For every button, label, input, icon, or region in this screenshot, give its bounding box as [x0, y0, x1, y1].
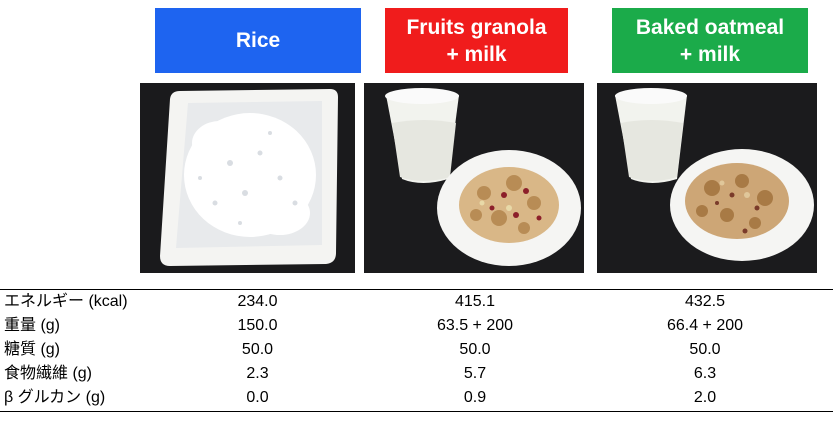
- granola-label-line2: + milk: [446, 42, 507, 66]
- table-row: エネルギー (kcal) 234.0 415.1 432.5: [0, 290, 833, 314]
- granola-label: Fruits granola + milk: [385, 8, 568, 73]
- row-label: 重量 (g): [4, 317, 61, 334]
- table-top-rule: [0, 289, 833, 290]
- oatmeal-label-line1: Baked oatmeal: [635, 15, 785, 39]
- oatmeal-value: 66.4 + 200: [666, 317, 744, 334]
- granola-value: 0.9: [463, 389, 487, 406]
- granola-label-line1: Fruits granola: [406, 15, 547, 39]
- oatmeal-value: 432.5: [684, 293, 726, 310]
- oatmeal-value: 2.0: [693, 389, 717, 406]
- table-row: 食物繊維 (g) 2.3 5.7 6.3: [0, 362, 833, 386]
- granola-value: 5.7: [463, 365, 487, 382]
- rice-value: 0.0: [246, 389, 269, 406]
- row-label: 食物繊維 (g): [4, 365, 93, 382]
- granola-value: 63.5 + 200: [436, 317, 514, 334]
- granola-value: 50.0: [459, 341, 491, 358]
- row-label: 糖質 (g): [4, 341, 61, 358]
- rice-value: 234.0: [237, 293, 278, 310]
- table-row: β グルカン (g) 0.0 0.9 2.0: [0, 386, 833, 410]
- rice-label-text: Rice: [235, 29, 281, 52]
- oatmeal-label-line2: + milk: [679, 42, 741, 66]
- table-row: 糖質 (g) 50.0 50.0 50.0: [0, 338, 833, 362]
- rice-photo: [140, 83, 355, 273]
- table-row: 重量 (g) 150.0 63.5 + 200 66.4 + 200: [0, 314, 833, 338]
- oatmeal-photo: [597, 83, 817, 273]
- granola-photo: [364, 83, 584, 273]
- row-label: β グルカン (g): [4, 389, 106, 406]
- oatmeal-value: 50.0: [689, 341, 721, 358]
- oatmeal-value: 6.3: [693, 365, 717, 382]
- granola-value: 415.1: [454, 293, 496, 310]
- rice-value: 2.3: [246, 365, 269, 382]
- oatmeal-label: Baked oatmeal + milk: [612, 8, 808, 73]
- row-label: エネルギー (kcal): [4, 293, 128, 310]
- table-bottom-rule: [0, 411, 833, 412]
- rice-value: 150.0: [237, 317, 278, 334]
- rice-label: Rice: [155, 8, 361, 73]
- rice-value: 50.0: [241, 341, 274, 358]
